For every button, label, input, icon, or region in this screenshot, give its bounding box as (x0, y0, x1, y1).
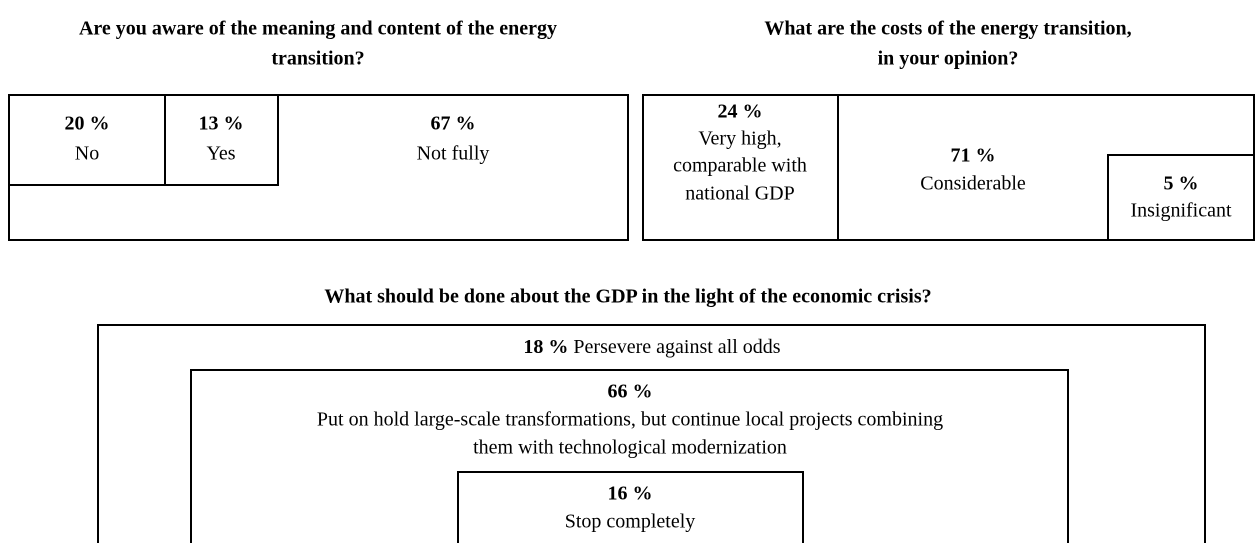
box-stop (457, 471, 804, 543)
percent: 71 % (951, 145, 996, 167)
label: Yes (206, 143, 235, 165)
label: them with technological modernization (473, 437, 787, 459)
label: Stop completely (565, 511, 696, 533)
title: in your opinion? (878, 48, 1019, 70)
label: comparable with (673, 155, 807, 177)
title: What should be done about the GDP in the… (324, 286, 931, 308)
label: Put on hold large-scale transformations,… (317, 409, 943, 431)
box-hold (190, 369, 1069, 543)
label: Not fully (417, 143, 490, 165)
title: What are the costs of the energy transit… (764, 18, 1131, 40)
percent: 66 % (608, 381, 653, 403)
label: Very high, (698, 128, 781, 150)
title: Are you aware of the meaning and content… (79, 18, 557, 40)
box-no (8, 94, 166, 186)
box-very-high (642, 94, 839, 241)
label: No (75, 143, 99, 165)
title: transition? (271, 48, 364, 70)
percent: 16 % (608, 483, 653, 505)
percent: 24 % (718, 101, 763, 123)
box-yes (164, 94, 279, 186)
label: Considerable (920, 173, 1026, 195)
box-insignificant (1107, 154, 1255, 241)
percent: 18 % (523, 336, 568, 358)
label: Insignificant (1130, 200, 1232, 222)
percent: 5 % (1164, 173, 1199, 195)
box-persevere (97, 324, 1206, 543)
percent: 20 % (65, 113, 110, 135)
label: Persevere against all odds (573, 336, 780, 358)
percent: 13 % (199, 113, 244, 135)
item-text: 18 % Persevere against all odds (523, 336, 780, 358)
percent: 67 % (431, 113, 476, 135)
label: national GDP (685, 183, 794, 205)
